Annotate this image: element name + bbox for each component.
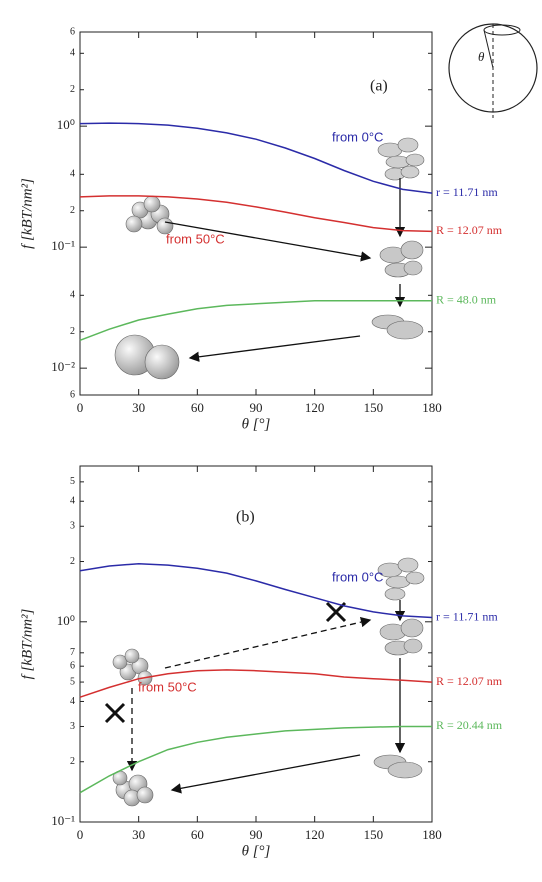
y-tick-label: 4 bbox=[70, 48, 75, 59]
x-tick-label: 90 bbox=[250, 400, 263, 415]
y-tick-label: 4 bbox=[70, 290, 75, 301]
annotation: from 50°C bbox=[166, 231, 225, 246]
annotation: from 0°C bbox=[332, 129, 383, 144]
x-tick-label: 180 bbox=[422, 400, 442, 415]
x-tick-label: 30 bbox=[132, 827, 145, 842]
series-label: R = 20.44 nm bbox=[436, 718, 503, 732]
illustrations-a bbox=[115, 138, 424, 379]
panel-label: (a) bbox=[370, 78, 388, 95]
x-tick-label: 60 bbox=[191, 400, 204, 415]
y-tick-label: 4 bbox=[70, 169, 75, 180]
x-tick-label: 120 bbox=[305, 400, 325, 415]
y-tick-label: 5 bbox=[70, 676, 75, 687]
y-tick-label: 5 bbox=[70, 476, 75, 487]
plot-frame bbox=[80, 466, 432, 822]
panel-label: (b) bbox=[236, 509, 255, 526]
y-tick-label: 2 bbox=[70, 84, 75, 95]
x-tick-label: 0 bbox=[77, 827, 84, 842]
annotation: from 50°C bbox=[138, 679, 197, 694]
x-tick-label: 150 bbox=[364, 400, 384, 415]
y-tick-label: 10⁻¹ bbox=[51, 813, 75, 828]
y-tick-label: 2 bbox=[70, 326, 75, 337]
x-tick-label: 0 bbox=[77, 400, 84, 415]
y-axis-label: f [kBT/nm²] bbox=[19, 608, 35, 679]
inset-diagram bbox=[449, 24, 537, 118]
y-tick-label: 3 bbox=[70, 521, 75, 532]
y-tick-label: 2 bbox=[70, 756, 75, 767]
arrows-b bbox=[106, 600, 400, 790]
y-tick-label: 4 bbox=[70, 696, 75, 707]
x-tick-label: 120 bbox=[305, 827, 325, 842]
y-tick-label: 6 bbox=[70, 389, 75, 400]
x-tick-label: 90 bbox=[250, 827, 263, 842]
series-label: r = 11.71 nm bbox=[436, 609, 498, 623]
series-label: R = 12.07 nm bbox=[436, 674, 503, 688]
y-tick-label: 6 bbox=[70, 26, 75, 37]
x-tick-label: 150 bbox=[364, 827, 384, 842]
figure: θ from 0°C from 50°C (a) from 0°C from 5… bbox=[0, 0, 542, 877]
inset-label: θ bbox=[478, 49, 485, 64]
y-tick-label: 3 bbox=[70, 721, 75, 732]
y-tick-label: 10⁻¹ bbox=[51, 238, 75, 253]
y-tick-label: 4 bbox=[70, 496, 75, 507]
x-tick-label: 180 bbox=[422, 827, 442, 842]
x-tick-label: 30 bbox=[132, 400, 145, 415]
y-tick-label: 10⁰ bbox=[57, 613, 75, 628]
series-label: R = 12.07 nm bbox=[436, 223, 503, 237]
series-label: R = 48.0 nm bbox=[436, 293, 497, 307]
y-tick-label: 7 bbox=[70, 647, 75, 658]
y-tick-label: 2 bbox=[70, 205, 75, 216]
series-label: r = 11.71 nm bbox=[436, 185, 498, 199]
y-tick-label: 10⁰ bbox=[57, 117, 75, 132]
x-axis-label: θ [°] bbox=[242, 416, 271, 432]
y-axis-label: f [kBT/nm²] bbox=[19, 178, 35, 249]
annotation: from 0°C bbox=[332, 569, 383, 584]
y-tick-label: 10⁻² bbox=[51, 359, 75, 374]
arrows-a bbox=[165, 178, 400, 358]
x-tick-label: 60 bbox=[191, 827, 204, 842]
x-axis-label: θ [°] bbox=[242, 843, 271, 859]
y-tick-label: 2 bbox=[70, 556, 75, 567]
y-tick-label: 6 bbox=[70, 661, 75, 672]
